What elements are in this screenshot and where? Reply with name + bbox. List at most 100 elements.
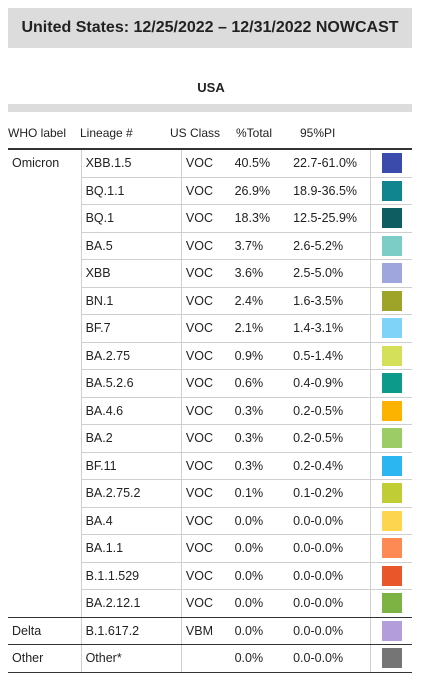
pi-cell: 0.2-0.5% — [293, 424, 372, 453]
variant-table: Omicron XBB.1.5 VOC 40.5% 22.7-61.0% BQ.1.1 VO… — [8, 150, 412, 673]
color-swatch — [381, 648, 402, 669]
us-class-cell — [181, 644, 233, 673]
pi-cell: 1.4-3.1% — [293, 314, 372, 343]
who-label: Other — [12, 651, 44, 665]
color-swatch — [381, 455, 402, 476]
lineage-cell: B.1.617.2 — [81, 617, 182, 645]
us-class-cell: VOC — [181, 342, 233, 370]
table-row: Omicron XBB.1.5 VOC 40.5% 22.7-61.0% — [8, 150, 412, 618]
col-lineage: Lineage # — [80, 126, 133, 140]
lineage-cell: B.1.1.529 — [81, 562, 182, 590]
header-divider — [8, 148, 412, 150]
table-row: BF.11 VOC 0.3% 0.2-0.4% — [8, 452, 412, 480]
us-class-cell: VOC — [181, 314, 233, 343]
us-class-cell: VOC — [181, 177, 233, 205]
pct-total-cell: 3.7% — [232, 232, 294, 260]
table-row: BA.4 VOC 0.0% 0.0-0.0% — [8, 507, 412, 535]
pct-total-cell: 0.3% — [232, 397, 294, 425]
table-row: Delta B.1.617.2 VBM 0.0% 0.0-0.0% — [8, 617, 412, 645]
table-row: BA.2 VOC 0.3% 0.2-0.5% — [8, 424, 412, 453]
lineage-cell: BF.7 — [81, 314, 182, 343]
pct-total-cell: 0.0% — [232, 534, 294, 563]
table-row: BF.7 VOC 2.1% 1.4-3.1% — [8, 314, 412, 343]
pi-cell: 12.5-25.9% — [293, 204, 372, 233]
pi-cell: 0.0-0.0% — [293, 562, 372, 590]
color-swatch — [381, 153, 402, 174]
lineage-cell: BA.4 — [81, 507, 182, 535]
color-swatch — [381, 510, 402, 531]
pi-cell: 0.2-0.4% — [293, 452, 372, 480]
color-swatch — [381, 180, 402, 201]
pi-cell: 0.0-0.0% — [293, 589, 372, 618]
lineage-cell: BQ.1 — [81, 204, 182, 233]
lineage-cell: BA.5 — [81, 232, 182, 260]
pi-cell: 18.9-36.5% — [293, 177, 372, 205]
pct-total-cell: 18.3% — [232, 204, 294, 233]
region-label: USA — [197, 80, 225, 95]
pi-cell: 0.1-0.2% — [293, 479, 372, 508]
pct-total-cell: 0.0% — [232, 589, 294, 618]
lineage-cell: XBB — [81, 259, 182, 288]
who-label: Delta — [12, 623, 42, 638]
table-row: Other Other* 0.0% 0.0-0.0% — [8, 644, 412, 673]
color-swatch — [381, 235, 402, 256]
us-class-cell: VOC — [181, 397, 233, 425]
us-class-cell: VOC — [181, 562, 233, 590]
pct-total-cell: 40.5% — [232, 150, 294, 178]
pct-total-cell: 3.6% — [232, 259, 294, 288]
color-swatch — [381, 428, 402, 449]
table-row: BN.1 VOC 2.4% 1.6-3.5% — [8, 287, 412, 315]
pi-cell: 0.0-0.0% — [293, 644, 372, 673]
color-swatch — [381, 373, 402, 394]
us-class-cell: VOC — [181, 424, 233, 453]
pi-cell: 22.7-61.0% — [293, 150, 372, 178]
pct-total-cell: 2.1% — [232, 314, 294, 343]
pi-cell: 0.0-0.0% — [293, 617, 372, 645]
pct-total-cell: 0.1% — [232, 479, 294, 508]
color-swatch — [381, 620, 402, 641]
lineage-cell: BA.2.12.1 — [81, 589, 182, 618]
us-class-cell: VOC — [181, 369, 233, 398]
pi-cell: 0.0-0.0% — [293, 534, 372, 563]
us-class-cell: VOC — [181, 287, 233, 315]
lineage-cell: BQ.1.1 — [81, 177, 182, 205]
lineage-cell: BA.2 — [81, 424, 182, 453]
us-class-cell: VOC — [181, 232, 233, 260]
lineage-cell: Other* — [81, 644, 182, 673]
col-95pi: 95%PI — [300, 126, 336, 140]
lineage-cell: BN.1 — [81, 287, 182, 315]
pi-cell: 2.6-5.2% — [293, 232, 372, 260]
color-swatch — [381, 345, 402, 366]
table-header: WHO label Lineage # US Class %Total 95%P… — [0, 122, 422, 144]
lineage-cell: XBB.1.5 — [81, 150, 182, 178]
us-class-cell: VOC — [181, 452, 233, 480]
pct-total-cell: 0.0% — [232, 507, 294, 535]
pct-total-cell: 2.4% — [232, 287, 294, 315]
us-class-cell: VOC — [181, 534, 233, 563]
color-swatch — [381, 263, 402, 284]
table-row: B.1.1.529 VOC 0.0% 0.0-0.0% — [8, 562, 412, 590]
pct-total-cell: 0.0% — [232, 562, 294, 590]
table-row: BA.1.1 VOC 0.0% 0.0-0.0% — [8, 534, 412, 563]
color-swatch — [381, 538, 402, 559]
pct-total-cell: 26.9% — [232, 177, 294, 205]
table-row: XBB VOC 3.6% 2.5-5.0% — [8, 259, 412, 288]
divider — [8, 104, 412, 112]
us-class-cell: VBM — [181, 617, 233, 645]
table-row: BA.2.12.1 VOC 0.0% 0.0-0.0% — [8, 589, 412, 618]
color-swatch — [381, 400, 402, 421]
lineage-cell: BA.2.75 — [81, 342, 182, 370]
us-class-cell: VOC — [181, 589, 233, 618]
pct-total-cell: 0.3% — [232, 452, 294, 480]
us-class-cell: VOC — [181, 204, 233, 233]
pi-cell: 0.0-0.0% — [293, 507, 372, 535]
table-row: BQ.1.1 VOC 26.9% 18.9-36.5% — [8, 177, 412, 205]
col-who-label: WHO label — [8, 126, 67, 140]
who-label: Omicron — [12, 156, 60, 170]
us-class-cell: VOC — [181, 150, 233, 178]
pi-cell: 0.2-0.5% — [293, 397, 372, 425]
color-swatch — [381, 290, 402, 311]
lineage-cell: BA.1.1 — [81, 534, 182, 563]
pct-total-cell: 0.3% — [232, 424, 294, 453]
color-swatch — [381, 593, 402, 614]
